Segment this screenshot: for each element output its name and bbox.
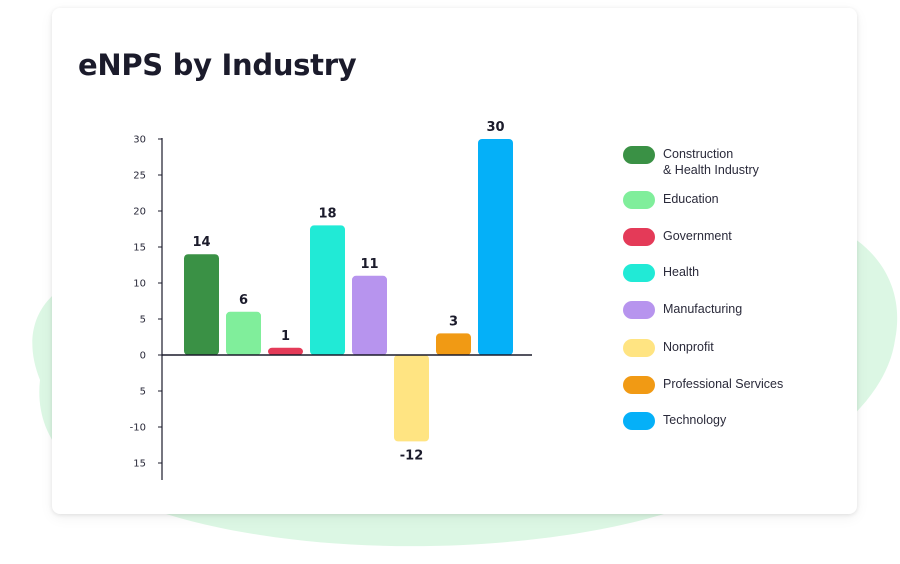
legend-item: Health xyxy=(623,264,843,282)
bar-4 xyxy=(352,275,387,355)
y-tick-label: 0 xyxy=(140,351,146,362)
y-tick-label: 5 xyxy=(140,315,146,326)
legend-item: Professional Services xyxy=(623,376,843,394)
legend-item: Construction & Health Industry xyxy=(623,146,843,178)
legend-swatch xyxy=(623,376,655,394)
legend-label: Health xyxy=(663,265,700,279)
legend-item: Technology xyxy=(623,412,843,430)
data-label-0: 14 xyxy=(192,235,210,250)
bar-1 xyxy=(226,311,261,355)
legend-swatch xyxy=(623,339,655,357)
data-label-5: -12 xyxy=(400,448,424,463)
legend-swatch xyxy=(623,301,655,319)
y-tick-label: 15 xyxy=(133,243,146,254)
y-tick-label: 10 xyxy=(133,279,146,290)
bar-chart: 30 25 20 15 10 5 0 5 -10 15 14 6 1 18 11 -12 3 30 xyxy=(130,120,532,480)
data-label-6: 3 xyxy=(449,314,458,329)
legend-swatch xyxy=(623,228,655,246)
legend-item: Nonprofit xyxy=(623,339,843,357)
legend-label: Professional Services xyxy=(663,377,784,391)
y-tick-label: 30 xyxy=(133,135,146,146)
legend-item: Government xyxy=(623,228,843,246)
legend-label: Technology xyxy=(663,413,727,427)
legend-item: Education xyxy=(623,191,843,209)
bar-2 xyxy=(268,347,303,355)
y-tick-label: -10 xyxy=(130,423,146,434)
bar-6 xyxy=(436,333,471,355)
data-label-3: 18 xyxy=(318,206,336,221)
bar-3 xyxy=(310,225,345,355)
legend-label: Education xyxy=(663,192,719,206)
legend-swatch xyxy=(623,264,655,282)
bar-0 xyxy=(184,254,219,355)
data-label-4: 11 xyxy=(360,257,378,272)
legend-label: Construction & Health Industry xyxy=(663,147,759,177)
legend-label: Manufacturing xyxy=(663,302,743,316)
chart-title: eNPS by Industry xyxy=(78,48,357,82)
legend-label: Nonprofit xyxy=(663,340,714,354)
data-label-7: 30 xyxy=(486,120,504,135)
data-label-1: 6 xyxy=(239,293,248,308)
y-tick-label: 20 xyxy=(133,207,146,218)
legend-swatch xyxy=(623,146,655,164)
legend-swatch xyxy=(623,191,655,209)
y-tick-label: 5 xyxy=(140,387,146,398)
bar-7 xyxy=(478,139,513,355)
bar-5 xyxy=(394,355,429,442)
y-tick-label: 15 xyxy=(133,459,146,470)
legend-item: Manufacturing xyxy=(623,301,843,319)
data-label-2: 1 xyxy=(281,329,290,344)
legend-swatch xyxy=(623,412,655,430)
legend-label: Government xyxy=(663,229,732,243)
y-tick-label: 25 xyxy=(133,171,146,182)
